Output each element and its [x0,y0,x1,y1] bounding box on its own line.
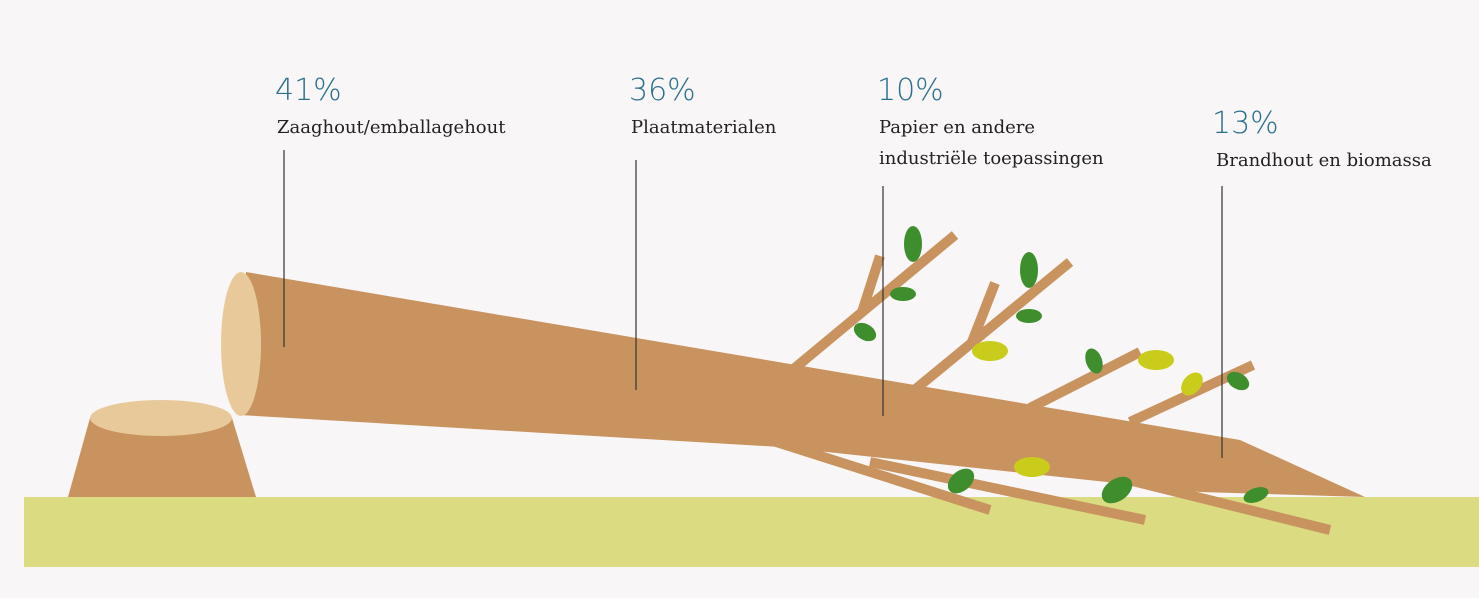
label: Zaaghout/emballagehout [277,117,506,138]
log-end [221,272,261,416]
percent: 41% [275,73,342,108]
percent: 13% [1212,106,1279,141]
percent: 36% [629,73,696,108]
stump-top [90,400,232,436]
label: Plaatmaterialen [631,117,777,138]
ground [24,497,1479,567]
infographic: 41% Zaaghout/emballagehout 36% Plaatmate… [0,0,1479,598]
label: Papier en andere [879,117,1035,138]
label: Brandhout en biomassa [1216,150,1432,171]
percent: 10% [877,73,944,108]
label: industriële toepassingen [879,148,1104,169]
